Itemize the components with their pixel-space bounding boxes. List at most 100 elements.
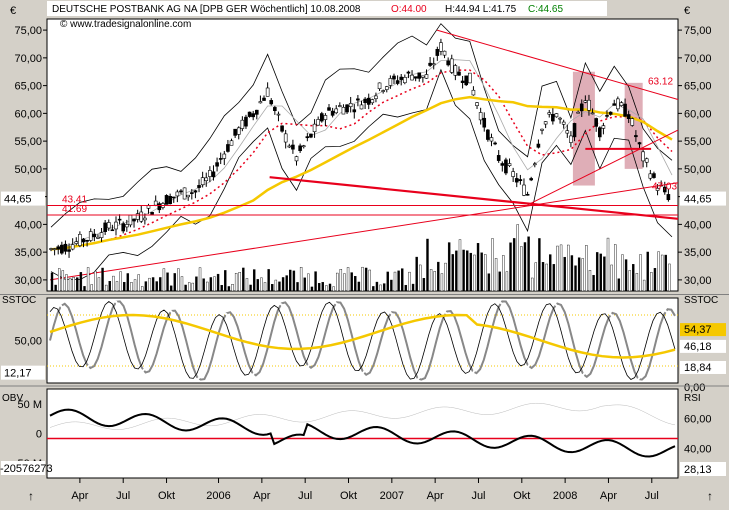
volume-bar [133,279,137,292]
candle-body [431,63,436,66]
volume-bar [213,276,216,292]
candle-body [507,163,512,167]
volume-bar [404,284,408,292]
volume-bar [462,249,465,292]
volume-bar [86,267,90,292]
volume-bar [408,271,411,292]
candle-body [514,178,519,183]
last-price-box-left [1,191,45,206]
candle-body [381,90,385,92]
x-tick-label: Apr [427,490,444,502]
volume-bar [379,284,382,292]
volume-bar [592,274,595,292]
volume-bar [581,258,584,292]
candle-body [273,107,277,112]
volume-bar [375,281,379,292]
header-bar [47,1,607,16]
candle-body [280,125,284,132]
candle-body [518,179,523,182]
volume-bar [386,271,389,292]
volume-bar [289,269,292,292]
candle-body [254,109,259,115]
volume-bar [455,250,458,292]
volume-bar [104,284,108,292]
volume-bar [567,244,570,292]
volume-bar [314,271,317,292]
volume-bar [426,238,429,292]
volume-bar [328,283,332,292]
candle-body [114,221,118,230]
volume-bar [606,237,610,292]
candle-body [143,217,147,221]
candle-body [356,98,360,101]
candle-body [612,103,617,106]
volume-bar [588,269,592,292]
last-price-left: 44,65 [4,194,32,206]
volume-bar [242,267,245,292]
volume-bar [238,272,241,292]
candle-body [496,155,501,161]
volume-bar [97,277,101,292]
volume-bar [292,270,296,292]
volume-bar [336,272,339,292]
candle-body [312,123,317,133]
candle-body [262,97,266,101]
bollinger-lower [50,68,673,281]
volume-bar [65,274,68,292]
volume-bar [422,278,426,292]
candle-body [215,162,219,167]
volume-bar [397,270,400,292]
volume-bar [491,238,494,292]
volume-bar [433,271,436,292]
candle-body [168,195,172,205]
candle-body [301,145,306,148]
sstoc-right-label: 0,00 [684,382,705,394]
volume-bar [545,263,548,292]
volume-bar [368,269,371,292]
header-hl: H:44.94 L:41.75 [445,4,517,15]
x-tick-label: Okt [340,490,357,502]
volume-bar [58,268,61,292]
candle-body [316,119,320,126]
candle-body [52,248,57,250]
volume-bar [357,281,361,292]
volume-bar [148,277,151,292]
volume-bar [595,252,599,292]
volume-bar [112,275,115,292]
sstoc-right-label: 54,37 [684,324,712,336]
candle-body [486,129,490,140]
candle-body [319,113,324,122]
volume-bar [577,257,581,292]
y-tick-label-right: 40,00 [684,219,712,231]
volume-bar [177,268,180,292]
candle-body [388,78,393,86]
volume-bar [494,258,498,292]
volume-bar [447,242,451,292]
level-label: 63.12 [648,77,673,88]
level-label: 43.41 [62,194,87,205]
shaded-zone [624,82,643,169]
volume-bar [274,279,278,292]
obv-title: OBV [2,393,23,404]
candle-body [536,143,541,148]
volume-bar [498,271,501,292]
candle-body [193,190,198,193]
candle-body [489,137,494,142]
candle-body [366,97,371,105]
candle-body [626,114,631,120]
volume-bar [159,277,162,292]
candle-body [370,99,375,104]
trendline-falling [436,29,679,100]
volume-bar [354,276,357,292]
candle-body [453,65,458,76]
candle-body [579,103,584,112]
candle-body [81,238,86,243]
candle-body [244,116,248,127]
volume-bar [610,264,613,292]
volume-bar [144,281,148,292]
candle-body [298,145,302,152]
volume-bar [169,285,173,292]
volume-bar [549,254,552,292]
volume-bar [440,273,444,292]
y-tick-label-left: 60,00 [14,108,42,120]
